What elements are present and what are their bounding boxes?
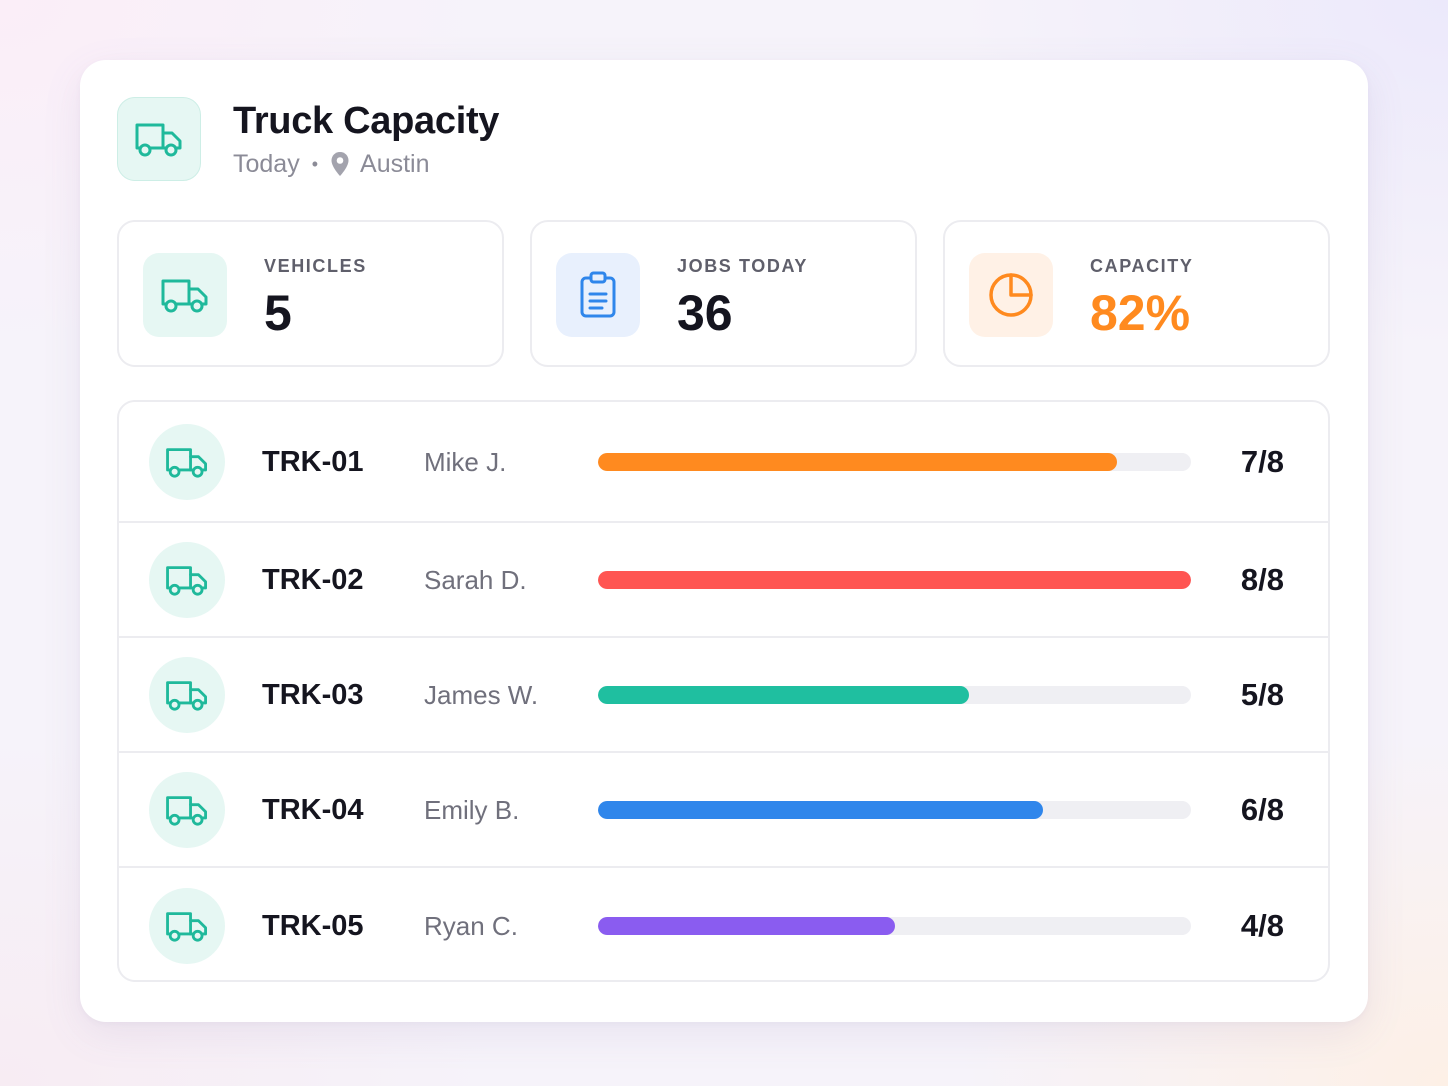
card-header: Truck Capacity Today • Austin — [117, 97, 499, 181]
stat-label: VEHICLES — [264, 256, 367, 276]
table-row[interactable]: TRK-01 Mike J. 7/8 — [119, 402, 1328, 523]
stat-label: JOBS TODAY — [677, 256, 809, 276]
table-row[interactable]: TRK-02 Sarah D. 8/8 — [119, 523, 1328, 638]
capacity-progress-fill — [598, 570, 1191, 589]
capacity-count: 6/8 — [1240, 791, 1284, 827]
capacity-progress-fill — [598, 452, 1117, 471]
stat-card-capacity: CAPACITY 82% — [943, 220, 1330, 367]
capacity-progress-bar — [598, 570, 1191, 589]
truck-icon — [149, 541, 225, 618]
capacity-count: 4/8 — [1240, 908, 1284, 943]
stat-card-jobs-today: JOBS TODAY 36 — [530, 220, 917, 367]
capacity-progress-bar — [598, 917, 1191, 935]
page-title: Truck Capacity — [233, 100, 500, 142]
capacity-progress-fill — [598, 685, 969, 704]
table-row[interactable]: TRK-03 James W. 5/8 — [119, 638, 1328, 753]
truck-id: TRK-03 — [262, 678, 364, 711]
truck-list: TRK-01 Mike J. 7/8 TRK-02 Sarah D. 8/8 — [117, 400, 1330, 982]
truck-icon — [117, 97, 201, 181]
truck-icon — [149, 656, 225, 733]
stat-value: 36 — [677, 285, 733, 341]
capacity-count: 5/8 — [1240, 676, 1284, 712]
driver-name: Ryan C. — [424, 911, 518, 941]
truck-icon — [149, 888, 225, 964]
location-pin-icon — [330, 151, 350, 177]
capacity-progress-bar — [598, 800, 1191, 819]
pie-chart-icon — [969, 253, 1053, 337]
driver-name: Emily B. — [424, 794, 520, 825]
truck-icon — [143, 253, 227, 337]
stat-value: 5 — [264, 285, 292, 341]
truck-id: TRK-05 — [262, 910, 364, 942]
driver-name: James W. — [424, 679, 539, 710]
stat-value: 82% — [1090, 285, 1191, 341]
period-label: Today — [233, 150, 300, 178]
table-row[interactable]: TRK-05 Ryan C. 4/8 — [119, 868, 1328, 980]
capacity-count: 8/8 — [1240, 561, 1284, 597]
page-subtitle: Today • Austin — [233, 149, 499, 179]
clipboard-icon — [556, 253, 640, 337]
stat-label: CAPACITY — [1090, 256, 1194, 276]
capacity-progress-bar — [598, 685, 1191, 704]
capacity-progress-fill — [598, 917, 895, 935]
truck-icon — [149, 771, 225, 848]
truck-id: TRK-04 — [262, 793, 364, 826]
separator-dot: • — [311, 154, 319, 174]
capacity-count: 7/8 — [1240, 443, 1284, 479]
truck-id: TRK-01 — [262, 445, 364, 478]
capacity-progress-bar — [598, 452, 1191, 471]
capacity-progress-fill — [598, 800, 1043, 819]
truck-id: TRK-02 — [262, 563, 364, 596]
table-row[interactable]: TRK-04 Emily B. 6/8 — [119, 753, 1328, 868]
truck-capacity-card: Truck Capacity Today • Austin — [80, 60, 1368, 1022]
truck-icon — [149, 423, 225, 500]
stats-row: VEHICLES 5 JOBS TODAY 36 — [117, 220, 1330, 367]
location-label: Austin — [360, 150, 430, 178]
driver-name: Mike J. — [424, 446, 507, 477]
stat-card-vehicles: VEHICLES 5 — [117, 220, 504, 367]
driver-name: Sarah D. — [424, 564, 527, 595]
